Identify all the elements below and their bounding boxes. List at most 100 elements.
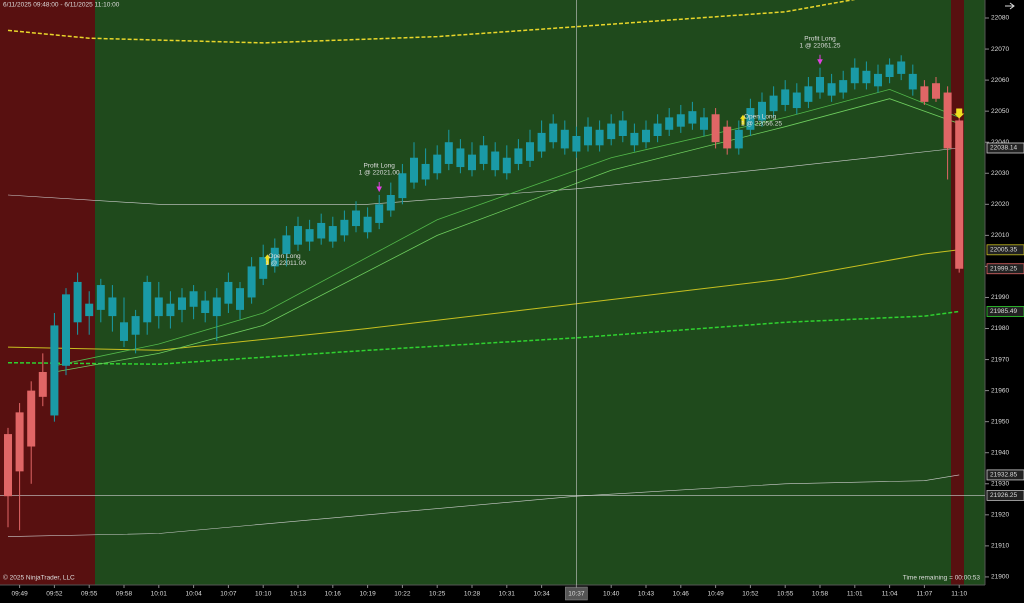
x-tick-label: 09:58 [116,591,133,598]
trade-detail: 1 @ 22021.00 [359,170,400,177]
candle-body [247,266,256,298]
chart-title: 6/11/2025 09:48:00 - 6/11/2025 11:10:00 [3,2,120,9]
x-tick-label: 11:01 [847,591,863,598]
trade-arrow [740,114,746,125]
candle-body [839,80,848,93]
candle-body [526,142,534,161]
x-tick-label: 10:04 [185,591,202,598]
trade-detail: 1 @ 22056.25 [741,120,782,127]
candle-body [943,92,952,149]
indicator-line [7,147,960,205]
trade-arrow [376,182,383,193]
candle-body [549,123,558,143]
candle-body [653,123,662,137]
candle-body [955,120,964,269]
scroll-icon[interactable] [1005,2,1015,10]
x-tick-label: 10:31 [499,591,516,598]
candle-body [874,73,882,87]
candle-body [201,300,210,313]
candle-body [769,95,778,112]
candle-body [62,294,70,366]
indicator-line [54,98,960,373]
y-tick-label: 21910 [991,543,1009,550]
x-tick-label: 10:34 [533,591,550,598]
candle-body [502,157,511,174]
candle-body [294,226,302,245]
price-flag-label: 21926.25 [990,492,1017,499]
candle-body [456,148,465,168]
candle-body [908,73,917,90]
candle-body [920,86,929,102]
candle-body [572,136,581,152]
candle-body [317,222,326,239]
candle-body [932,83,940,99]
y-tick-label: 22070 [991,46,1009,53]
candle-body [305,229,314,242]
candle-body [270,247,279,267]
candle-body [352,210,360,227]
candle-body [421,163,430,180]
y-tick-label: 21970 [991,356,1009,363]
candle-body [328,226,337,242]
candle-body [595,129,604,146]
candle-body [15,412,24,472]
price-flag [986,469,1024,481]
candle-body [340,219,349,236]
candle-body [154,297,163,317]
candle-body [723,126,732,149]
indicator-line [54,88,960,367]
candle-body [618,120,627,137]
x-tick-label: 10:37 [568,591,585,598]
y-tick-label: 21950 [991,418,1009,425]
x-tick-label: 10:52 [742,591,759,598]
candle-body [444,142,453,164]
y-tick-label: 21920 [991,512,1009,519]
candle-body [50,325,59,416]
price-flag [986,306,1024,317]
x-tick-label: 11:07 [917,591,933,598]
status-text: Time remaining = 00:00:53 [903,575,981,582]
copyright: © 2025 NinjaTrader, LLC [3,574,75,582]
y-tick-label: 21980 [991,325,1009,332]
indicator-line [7,0,855,44]
candle-body [700,117,708,130]
candle-body [827,83,836,96]
candle-body [108,297,117,317]
trade-label: Profit Long [804,35,836,42]
x-tick-label: 10:19 [359,591,376,598]
candle-body [630,132,639,146]
indicator-line [7,310,960,365]
y-axis-panel [985,0,1024,603]
y-tick-label: 22030 [991,170,1009,177]
trade-arrow [817,54,823,65]
candle-body [259,257,268,279]
x-tick-label: 11:10 [951,591,967,598]
candle-body [897,61,906,74]
trade-detail: 1 @ 22011.00 [265,260,306,267]
x-tick-label: 10:46 [673,591,690,598]
candle-body [885,64,894,78]
candle-body [27,390,36,447]
x-tick-label: 10:10 [255,591,272,598]
trade-label: Open Long [268,253,301,260]
x-tick-label: 09:55 [81,591,98,598]
candle-body [398,173,407,199]
candle-body [746,108,755,130]
exit-arrow [954,108,965,119]
candle-body [120,322,128,341]
candle-body [143,281,152,323]
y-tick-label: 22080 [991,15,1009,22]
candle-body [189,291,198,307]
candle-body [38,371,47,397]
x-axis-panel [0,585,985,603]
candle-body [676,114,685,127]
x-tick-label: 09:49 [11,591,28,598]
x-tick-label: 10:07 [220,591,237,598]
x-tick-label: 10:55 [777,591,794,598]
candle-body [688,111,697,124]
candle-body [410,157,418,183]
candle-body [607,123,616,140]
candle-body [665,117,674,130]
